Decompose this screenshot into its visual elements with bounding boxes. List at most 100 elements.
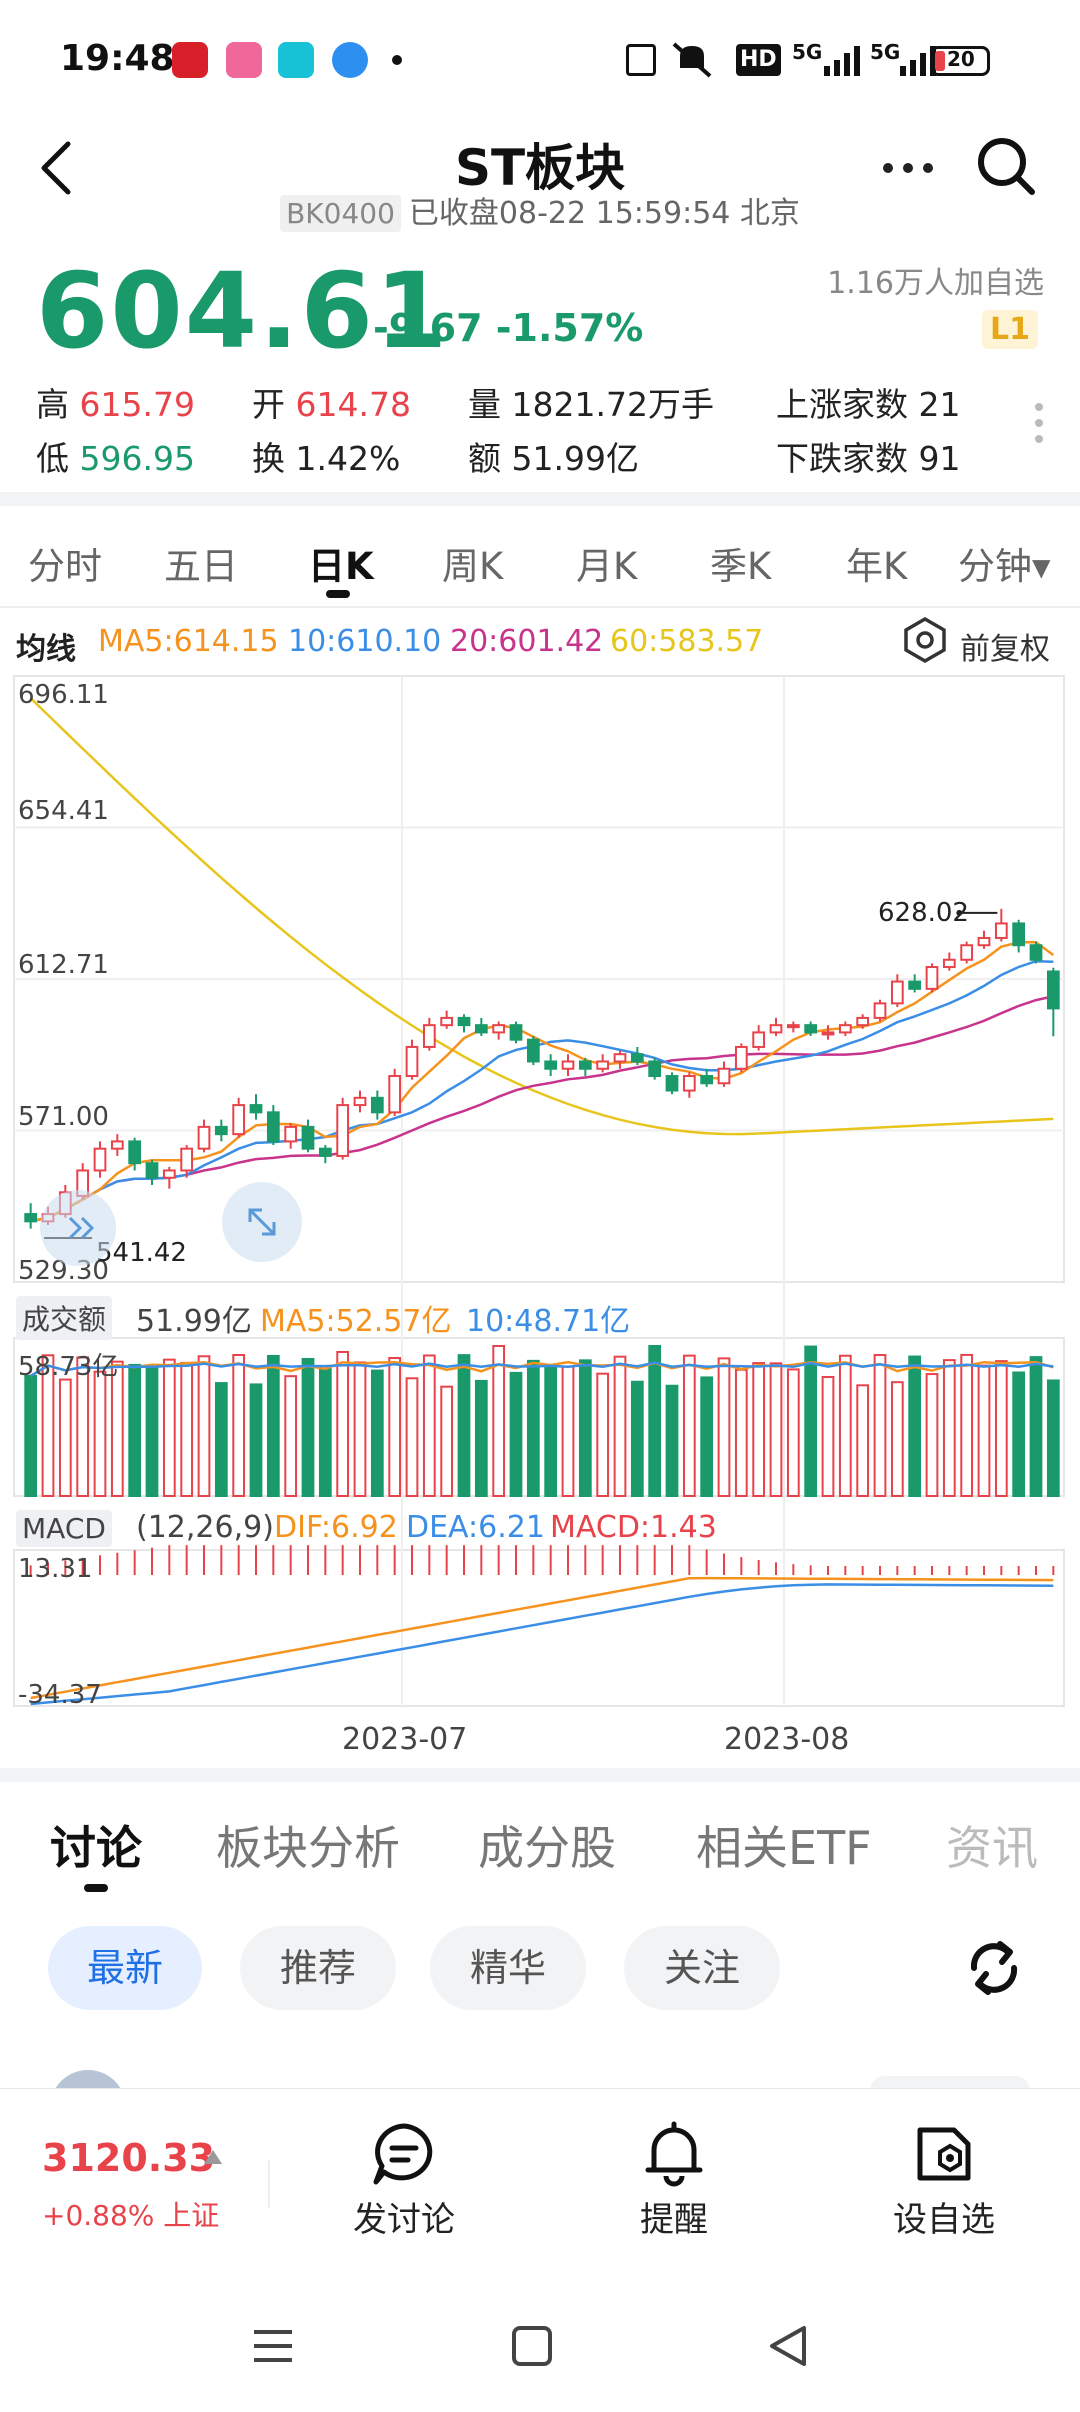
stat-high-label: 高: [36, 385, 69, 424]
volume-bar: [734, 1368, 748, 1498]
filter-pill[interactable]: 推荐: [240, 1926, 396, 2010]
candle: [544, 1060, 558, 1070]
candle: [353, 1096, 367, 1107]
add-watchlist-label[interactable]: 设自选: [893, 2200, 995, 2240]
period-tab[interactable]: 五日: [164, 545, 238, 588]
volume-bar: [76, 1356, 90, 1497]
candle: [752, 1031, 766, 1048]
stat-open-value: 614.78: [295, 385, 411, 424]
volume-bar: [578, 1359, 592, 1497]
candle: [318, 1147, 332, 1157]
period-tab[interactable]: 月K: [576, 545, 638, 588]
stat-volume: 量 1821.72万手: [468, 385, 714, 424]
period-tab[interactable]: 周K: [442, 545, 504, 588]
candle: [665, 1075, 679, 1092]
kline-chart[interactable]: [0, 660, 1080, 1720]
notification-app-icon: [332, 42, 368, 78]
refresh-icon[interactable]: [962, 1936, 1026, 2000]
period-tab[interactable]: 日K: [308, 545, 374, 588]
candle: [994, 922, 1008, 939]
content-tab[interactable]: 讨论: [50, 1821, 142, 1875]
content-tab[interactable]: 成分股: [478, 1821, 616, 1875]
volume-bar: [856, 1384, 870, 1497]
volume-bar: [24, 1375, 38, 1497]
content-tab[interactable]: 资讯: [946, 1821, 1038, 1875]
hd-icon: HD: [736, 44, 781, 76]
system-nav-bar: [0, 2290, 1080, 2412]
expand-stats-icon[interactable]: [1035, 395, 1045, 451]
volume-bar: [942, 1359, 956, 1498]
candle: [457, 1016, 471, 1027]
menu-icon[interactable]: [252, 2326, 294, 2366]
content-tab[interactable]: 相关ETF: [696, 1821, 872, 1875]
filter-pill[interactable]: 精华: [430, 1926, 586, 2010]
stat-turnover-label: 换: [252, 439, 285, 478]
candle: [492, 1024, 506, 1034]
more-options-icon[interactable]: [880, 156, 936, 180]
content-tab-indicator: [84, 1884, 108, 1892]
period-tab[interactable]: 年K: [846, 545, 908, 588]
candle: [960, 944, 974, 961]
volume-bar: [474, 1379, 488, 1498]
volume-bar: [804, 1345, 818, 1497]
volume-bar: [717, 1357, 731, 1498]
volume-bar: [925, 1373, 939, 1497]
alert-label[interactable]: 提醒: [640, 2200, 708, 2240]
volume-bar: [544, 1364, 558, 1498]
level-badge[interactable]: L1: [982, 310, 1038, 349]
index-value[interactable]: 3120.33: [42, 2136, 216, 2180]
volume-bar: [977, 1364, 991, 1497]
volume-bar: [1046, 1379, 1060, 1497]
candle: [336, 1104, 350, 1157]
volume-label[interactable]: 成交额: [16, 1296, 113, 1340]
post-discussion-button[interactable]: [304, 2120, 504, 2260]
macd-hist: MACD:1.43: [550, 1510, 717, 1545]
page-title: ST板块: [454, 139, 626, 197]
volume-bar: [162, 1358, 176, 1497]
stat-turnover-value: 1.42%: [295, 439, 401, 478]
candle: [821, 1031, 835, 1036]
ma5-line: [30, 941, 1055, 1223]
add-watchlist-button[interactable]: [844, 2120, 1044, 2260]
volume-bar: [145, 1366, 159, 1498]
period-tab[interactable]: 分时: [28, 545, 102, 588]
candle: [422, 1024, 436, 1048]
search-icon[interactable]: [974, 134, 1038, 198]
period-tab[interactable]: 季K: [710, 545, 772, 588]
alert-button[interactable]: [574, 2120, 774, 2260]
adjust-toggle[interactable]: 前复权: [960, 632, 1050, 667]
volume-bar: [682, 1354, 696, 1498]
period-tab[interactable]: 分钟▾: [958, 545, 1051, 588]
post-discussion-label[interactable]: 发讨论: [353, 2200, 455, 2240]
ma5-value: MA5:614.15: [98, 624, 279, 659]
price-change-pct: -1.57%: [495, 306, 644, 350]
home-icon[interactable]: [510, 2324, 554, 2368]
fullscreen-button[interactable]: [222, 1182, 302, 1262]
stat-low: 低 596.95: [36, 432, 195, 480]
candle: [180, 1147, 194, 1172]
filter-pill[interactable]: 关注: [624, 1926, 780, 2010]
bell-icon: [645, 2121, 703, 2187]
volume-ma10-line: [30, 1361, 1054, 1378]
adjust-icon[interactable]: [902, 616, 948, 664]
current-price: 604.61: [36, 250, 450, 372]
y-tick: 612.71: [18, 950, 109, 980]
high-annotation: 628.02: [878, 898, 969, 928]
macd-label[interactable]: MACD: [16, 1510, 112, 1547]
volume-bar: [648, 1345, 662, 1497]
content-tab[interactable]: 板块分析: [216, 1821, 400, 1875]
volume-bar: [1012, 1371, 1026, 1497]
ma10-value: 10:610.10: [288, 624, 442, 659]
back-nav-icon[interactable]: [766, 2324, 810, 2368]
stat-high-value: 615.79: [79, 385, 195, 424]
high-annotation-dot: [956, 909, 963, 916]
scroll-left-button[interactable]: [40, 1190, 116, 1266]
candle: [110, 1140, 124, 1150]
y-tick: 696.11: [18, 680, 109, 710]
signal-icon: [824, 46, 860, 76]
candle: [440, 1016, 454, 1027]
back-icon[interactable]: [36, 140, 76, 196]
volume-bar: [890, 1381, 904, 1498]
filter-pill[interactable]: 最新: [48, 1926, 202, 2010]
volume-bar: [180, 1361, 194, 1497]
